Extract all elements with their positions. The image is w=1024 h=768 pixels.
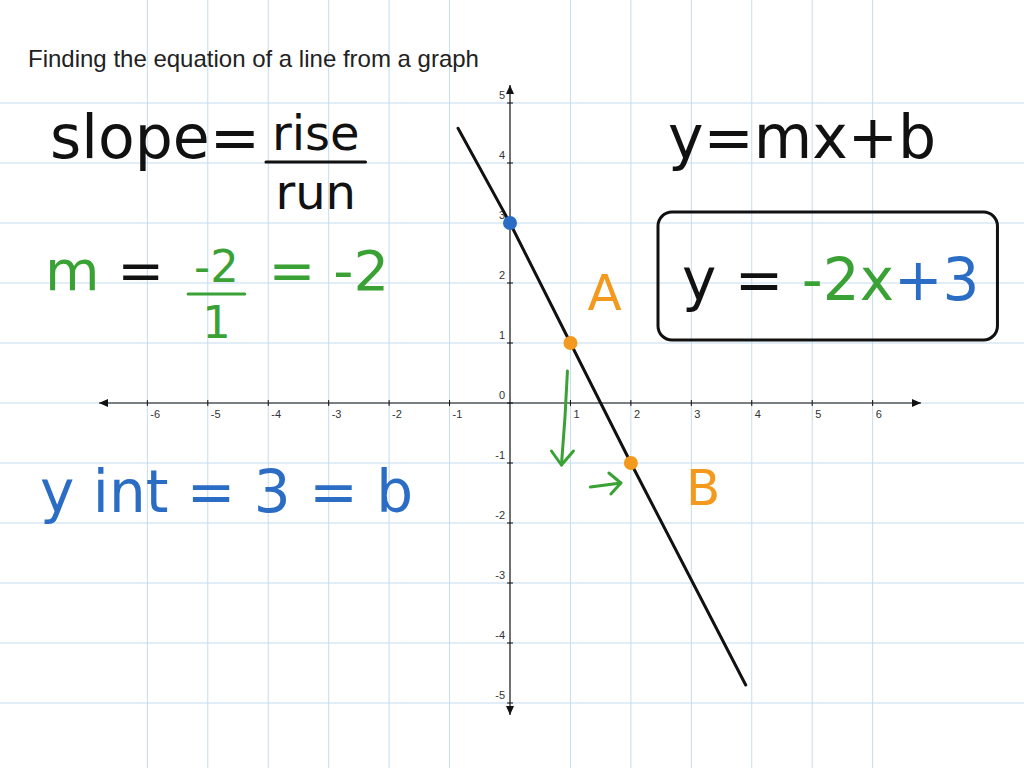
point-label: B <box>686 459 720 517</box>
annotation-text: y = <box>682 246 802 314</box>
fraction-numerator: rise <box>272 105 360 161</box>
grid-line <box>570 0 571 768</box>
x-tick <box>872 400 873 406</box>
grid-line <box>0 403 1024 404</box>
x-tick-label: 1 <box>573 408 579 420</box>
x-tick <box>207 400 208 406</box>
point-label: A <box>587 264 621 322</box>
y-arrow-top <box>506 85 514 94</box>
x-arrow-left <box>99 399 108 407</box>
x-tick <box>630 400 631 406</box>
grid-line <box>389 0 390 768</box>
x-tick-label: 2 <box>634 408 640 420</box>
annotation-text: -2x <box>802 246 894 314</box>
fraction-bar <box>188 293 245 296</box>
y-tick-label: 1 <box>499 329 505 341</box>
rise-arrow <box>561 371 567 465</box>
grid-line <box>0 343 1024 344</box>
data-point <box>503 216 517 230</box>
x-tick-label: 6 <box>876 408 882 420</box>
x-tick <box>691 400 692 406</box>
annotation: slope=riserun <box>50 102 366 220</box>
x-tick <box>147 400 148 406</box>
data-point <box>563 336 577 350</box>
annotation-text: y int = 3 = b <box>40 458 413 526</box>
y-arrow-bottom <box>506 706 514 715</box>
grid <box>0 0 1024 768</box>
annotation-text: slope= <box>50 102 260 172</box>
x-tick-label: -4 <box>271 408 281 420</box>
annotation: y = -2x+3 <box>658 212 997 340</box>
y-tick <box>507 403 513 404</box>
y-tick-label: 5 <box>499 89 505 101</box>
page: {"chart_data": { "type": "line", "title"… <box>0 0 1024 768</box>
y-tick <box>507 523 513 524</box>
grid-line <box>630 0 631 768</box>
y-tick-label: -1 <box>495 449 505 461</box>
data-point <box>624 456 638 470</box>
annotation: y int = 3 = b <box>40 458 413 526</box>
y-tick <box>507 643 513 644</box>
title: Finding the equation of a line from a gr… <box>28 45 479 72</box>
y-tick-label: -3 <box>495 569 505 581</box>
x-tick-label: -5 <box>211 408 221 420</box>
x-tick <box>812 400 813 406</box>
rise-run-arrows <box>551 371 620 494</box>
annotation-text: = -2 <box>251 238 389 303</box>
y-tick-label: -4 <box>495 629 505 641</box>
x-tick-label: -2 <box>392 408 402 420</box>
annotation-text: y=mx+b <box>668 102 936 172</box>
annotation-text: = <box>100 238 183 303</box>
grid-line <box>0 643 1024 644</box>
y-tick-label: -2 <box>495 509 505 521</box>
fraction-denominator: 1 <box>202 296 231 349</box>
y-tick <box>507 103 513 104</box>
x-tick <box>449 400 450 406</box>
y-axis <box>509 85 510 715</box>
x-tick-label: -3 <box>332 408 342 420</box>
annotation-text: m <box>45 238 100 303</box>
y-tick <box>507 703 513 704</box>
annotation-text: +3 <box>894 246 980 314</box>
y-tick <box>507 163 513 164</box>
run-arrow-head <box>609 473 621 494</box>
y-tick-label: 0 <box>499 389 505 401</box>
y-tick <box>507 343 513 344</box>
x-arrow-right <box>912 399 921 407</box>
y-tick <box>507 283 513 284</box>
x-tick-label: 3 <box>694 408 700 420</box>
y-tick-label: 2 <box>499 269 505 281</box>
fraction-bar <box>266 161 366 164</box>
x-axis <box>99 402 921 403</box>
y-tick-label: -5 <box>495 689 505 701</box>
y-tick-label: 4 <box>499 149 505 161</box>
rise-arrow-head <box>551 451 573 465</box>
grid-line <box>449 0 450 768</box>
answer-box <box>658 212 997 340</box>
fraction-numerator: -2 <box>194 240 239 293</box>
y-tick <box>507 583 513 584</box>
x-tick <box>751 400 752 406</box>
chart: -6-5-4-3-2-1123456-5-4-3-2-1012345Findin… <box>0 0 1024 768</box>
grid-line <box>268 0 269 768</box>
y-tick <box>507 463 513 464</box>
x-tick <box>389 400 390 406</box>
x-tick <box>268 400 269 406</box>
grid-line <box>0 583 1024 584</box>
x-tick <box>328 400 329 406</box>
annotation: m = -21 = -2 <box>45 238 389 349</box>
x-tick-label: -1 <box>453 408 463 420</box>
x-tick <box>570 400 571 406</box>
annotation: y=mx+b <box>668 102 936 172</box>
grid-line <box>0 703 1024 704</box>
axes: -6-5-4-3-2-1123456-5-4-3-2-1012345 <box>99 85 921 715</box>
x-tick-label: 5 <box>815 408 821 420</box>
annotations: slope=riseruny=mx+bm = -21 = -2y int = 3… <box>40 102 997 526</box>
fraction-denominator: run <box>275 164 356 220</box>
x-tick-label: -6 <box>150 408 160 420</box>
x-tick-label: 4 <box>755 408 761 420</box>
